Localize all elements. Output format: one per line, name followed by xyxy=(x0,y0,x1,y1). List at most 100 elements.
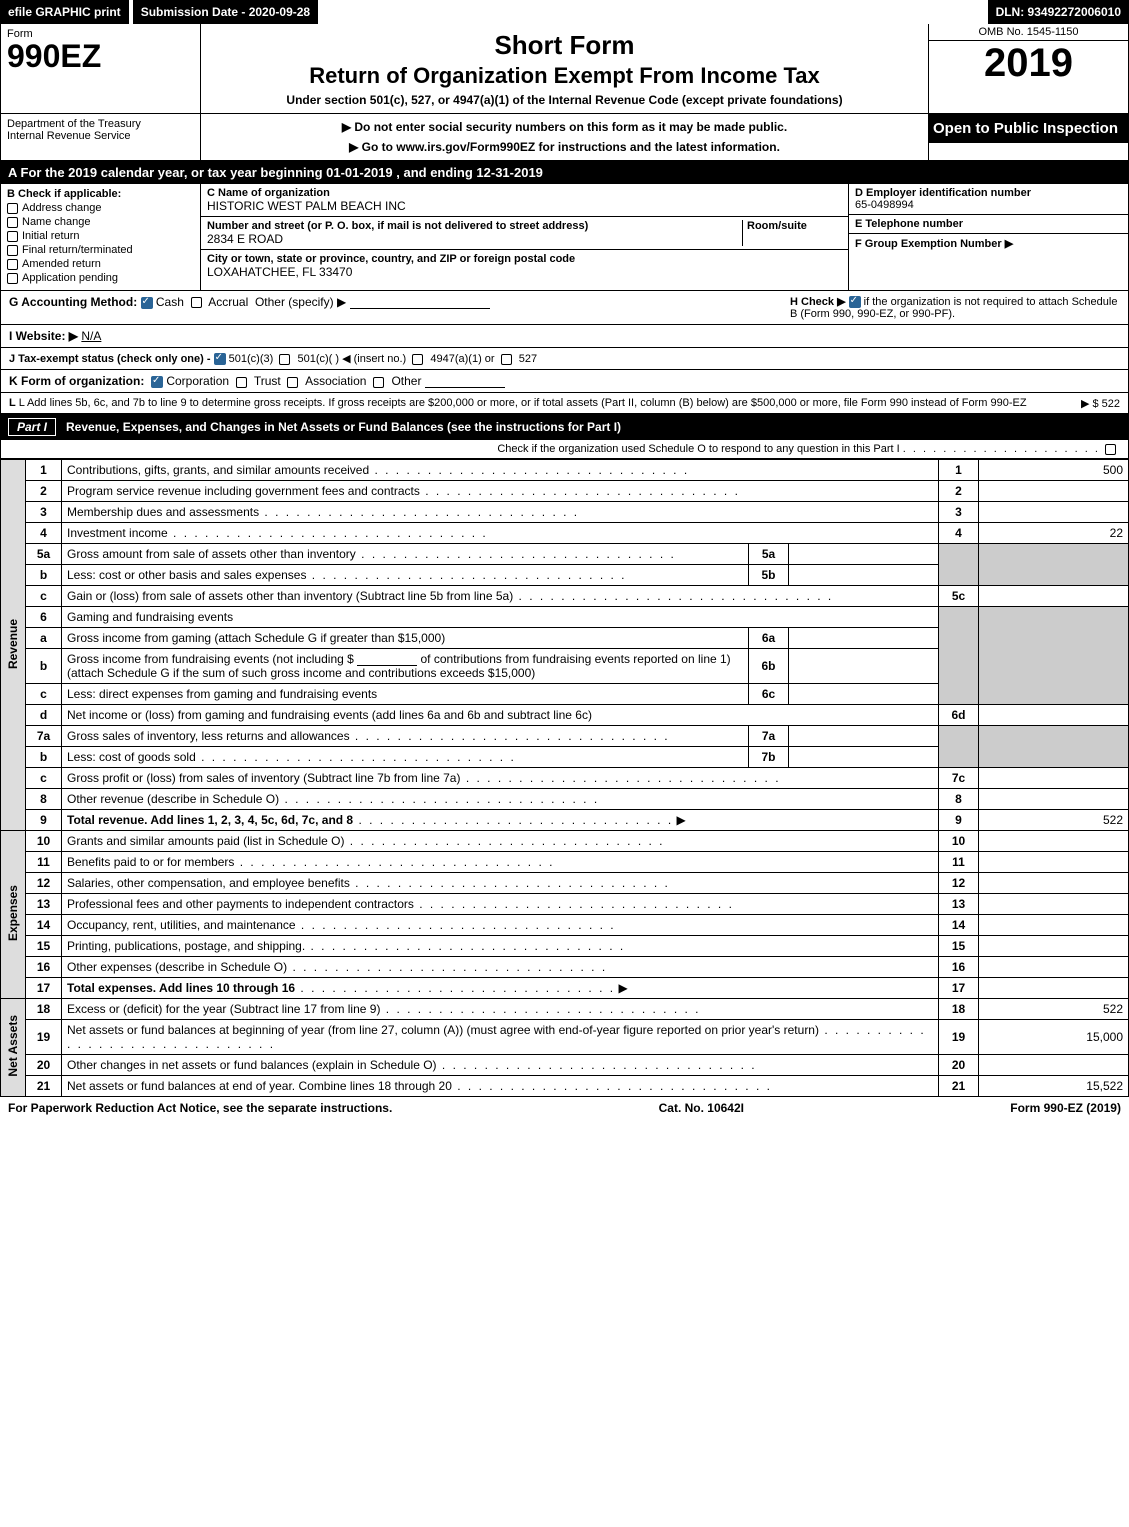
chk-4947[interactable] xyxy=(412,354,423,365)
amt-6d xyxy=(979,705,1129,726)
box-8: 8 xyxy=(939,789,979,810)
ln-3-text: Membership dues and assessments xyxy=(67,505,579,519)
amt-12 xyxy=(979,873,1129,894)
paperwork-reduction-notice: For Paperwork Reduction Act Notice, see … xyxy=(8,1101,392,1115)
chk-schedule-o-part1[interactable] xyxy=(1105,444,1116,455)
ln-11-text: Benefits paid to or for members xyxy=(67,855,554,869)
chk-schedule-b-not-required[interactable] xyxy=(849,296,861,308)
chk-other-org[interactable] xyxy=(373,377,384,388)
amt-7c xyxy=(979,768,1129,789)
room-label: Room/suite xyxy=(747,220,807,232)
ln-7c: c xyxy=(26,768,62,789)
ln-8-text: Other revenue (describe in Schedule O) xyxy=(67,792,599,806)
chk-corporation[interactable] xyxy=(151,376,163,388)
lbl-cash: Cash xyxy=(156,295,184,309)
ln-16: 16 xyxy=(26,957,62,978)
chk-initial-return[interactable] xyxy=(7,231,18,242)
box-b: B Check if applicable: Address change Na… xyxy=(1,184,201,290)
line-j-label: J Tax-exempt status (check only one) - xyxy=(9,353,211,365)
ln-2: 2 xyxy=(26,481,62,502)
efile-print[interactable]: efile GRAPHIC print xyxy=(0,0,129,24)
ln-9-text: Total revenue. Add lines 1, 2, 3, 4, 5c,… xyxy=(67,813,353,827)
chk-association[interactable] xyxy=(287,377,298,388)
line-h-label: H Check ▶ xyxy=(790,296,846,308)
form-footer-id: Form 990-EZ (2019) xyxy=(1010,1101,1121,1115)
chk-501c[interactable] xyxy=(279,354,290,365)
amt-5a xyxy=(789,544,939,565)
amt-21: 15,522 xyxy=(979,1076,1129,1097)
lbl-corporation: Corporation xyxy=(166,374,229,388)
box-9: 9 xyxy=(939,810,979,831)
box-20: 20 xyxy=(939,1055,979,1076)
amt-14 xyxy=(979,915,1129,936)
topbar: efile GRAPHIC print Submission Date - 20… xyxy=(0,0,1129,24)
amt-13 xyxy=(979,894,1129,915)
ln-4: 4 xyxy=(26,523,62,544)
form-code: 990EZ xyxy=(7,40,194,72)
part1-label: Part I xyxy=(8,418,56,436)
chk-amended-return[interactable] xyxy=(7,259,18,270)
box-10: 10 xyxy=(939,831,979,852)
box-6b: 6b xyxy=(749,649,789,684)
street-label: Number and street (or P. O. box, if mail… xyxy=(207,220,588,232)
ln-7b-text: Less: cost of goods sold xyxy=(67,750,516,764)
box-21: 21 xyxy=(939,1076,979,1097)
amt-2 xyxy=(979,481,1129,502)
lbl-amended-return: Amended return xyxy=(22,258,101,270)
lbl-final-return: Final return/terminated xyxy=(22,244,133,256)
amt-18: 522 xyxy=(979,999,1129,1020)
website-value: N/A xyxy=(81,329,101,343)
other-accounting-input[interactable] xyxy=(350,308,490,309)
subtitle: Under section 501(c), 527, or 4947(a)(1)… xyxy=(207,93,922,107)
ln-14: 14 xyxy=(26,915,62,936)
box-16: 16 xyxy=(939,957,979,978)
amt-16 xyxy=(979,957,1129,978)
phone-label: E Telephone number xyxy=(855,218,963,230)
amt-6b xyxy=(789,649,939,684)
chk-final-return[interactable] xyxy=(7,245,18,256)
box-12: 12 xyxy=(939,873,979,894)
meta-section: G Accounting Method: Cash Accrual Other … xyxy=(0,291,1129,414)
chk-address-change[interactable] xyxy=(7,203,18,214)
ln-21-text: Net assets or fund balances at end of ye… xyxy=(67,1079,772,1093)
ln-8: 8 xyxy=(26,789,62,810)
amt-10 xyxy=(979,831,1129,852)
chk-application-pending[interactable] xyxy=(7,273,18,284)
other-org-input[interactable] xyxy=(425,387,505,388)
lbl-other-org: Other xyxy=(391,374,421,388)
catalog-number: Cat. No. 10642I xyxy=(659,1101,744,1115)
ln-12: 12 xyxy=(26,873,62,894)
chk-accrual[interactable] xyxy=(191,297,202,308)
amt-15 xyxy=(979,936,1129,957)
part1-table: Revenue 1 Contributions, gifts, grants, … xyxy=(0,459,1129,1097)
chk-527[interactable] xyxy=(501,354,512,365)
page-footer: For Paperwork Reduction Act Notice, see … xyxy=(0,1097,1129,1119)
chk-trust[interactable] xyxy=(236,377,247,388)
ln-5a: 5a xyxy=(26,544,62,565)
ln-2-text: Program service revenue including govern… xyxy=(67,484,740,498)
ln-21: 21 xyxy=(26,1076,62,1097)
amt-9: 522 xyxy=(979,810,1129,831)
goto-instructions[interactable]: ▶ Go to www.irs.gov/Form990EZ for instru… xyxy=(349,140,780,154)
ln-7b: b xyxy=(26,747,62,768)
ln-7c-text: Gross profit or (loss) from sales of inv… xyxy=(67,771,781,785)
chk-cash[interactable] xyxy=(141,297,153,309)
amt-5c xyxy=(979,586,1129,607)
lbl-527: 527 xyxy=(519,353,537,365)
ln-20: 20 xyxy=(26,1055,62,1076)
box-5b: 5b xyxy=(749,565,789,586)
box-19: 19 xyxy=(939,1020,979,1055)
ln-20-text: Other changes in net assets or fund bala… xyxy=(67,1058,757,1072)
box-6d: 6d xyxy=(939,705,979,726)
ln-6a: a xyxy=(26,628,62,649)
chk-501c3[interactable] xyxy=(214,353,226,365)
ln-5c-text: Gain or (loss) from sale of assets other… xyxy=(67,589,833,603)
amt-7b xyxy=(789,747,939,768)
lbl-trust: Trust xyxy=(254,374,281,388)
lbl-501c3: 501(c)(3) xyxy=(229,353,274,365)
dln: DLN: 93492272006010 xyxy=(988,0,1129,24)
org-info-grid: B Check if applicable: Address change Na… xyxy=(0,184,1129,291)
part1-title: Revenue, Expenses, and Changes in Net As… xyxy=(66,420,621,434)
box-b-title: B Check if applicable: xyxy=(7,188,194,200)
chk-name-change[interactable] xyxy=(7,217,18,228)
